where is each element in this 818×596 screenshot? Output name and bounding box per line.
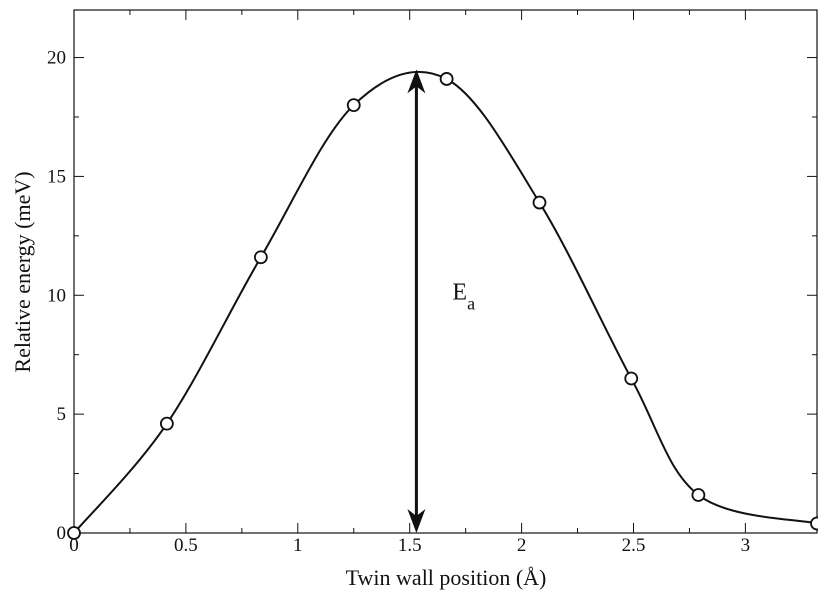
annotation-subscript: a	[467, 293, 475, 313]
y-tick-label: 0	[57, 523, 67, 544]
arrow-head	[407, 69, 426, 94]
point	[159, 416, 174, 431]
annotation: Ea	[452, 279, 475, 313]
x-tick-label: 0.5	[174, 535, 198, 556]
point	[67, 526, 81, 540]
x-tick-label: 2	[517, 535, 527, 556]
x-tick-label: 2.5	[622, 535, 646, 556]
curve	[73, 70, 818, 534]
point	[346, 98, 361, 112]
point	[624, 371, 639, 386]
x-tick-label: 0	[69, 535, 79, 556]
point	[532, 195, 547, 210]
x-tick-label: 1	[293, 535, 303, 556]
y-tick-label: 15	[47, 166, 66, 187]
x-tick-label: 1.5	[398, 535, 422, 556]
arrow-head	[407, 509, 426, 533]
plot-frame	[73, 9, 818, 534]
point	[691, 488, 706, 502]
point	[810, 516, 818, 531]
x-tick-label: 3	[741, 535, 751, 556]
point	[439, 72, 454, 86]
point	[253, 250, 268, 265]
y-tick-label: 5	[57, 404, 67, 425]
y-tick-label: 20	[47, 48, 66, 69]
x-axis-label: Twin wall position (Å)	[346, 565, 547, 590]
y-axis-label: Relative energy (meV)	[10, 171, 35, 372]
annotation-main: E	[452, 279, 467, 305]
y-tick-label: 10	[47, 285, 66, 306]
